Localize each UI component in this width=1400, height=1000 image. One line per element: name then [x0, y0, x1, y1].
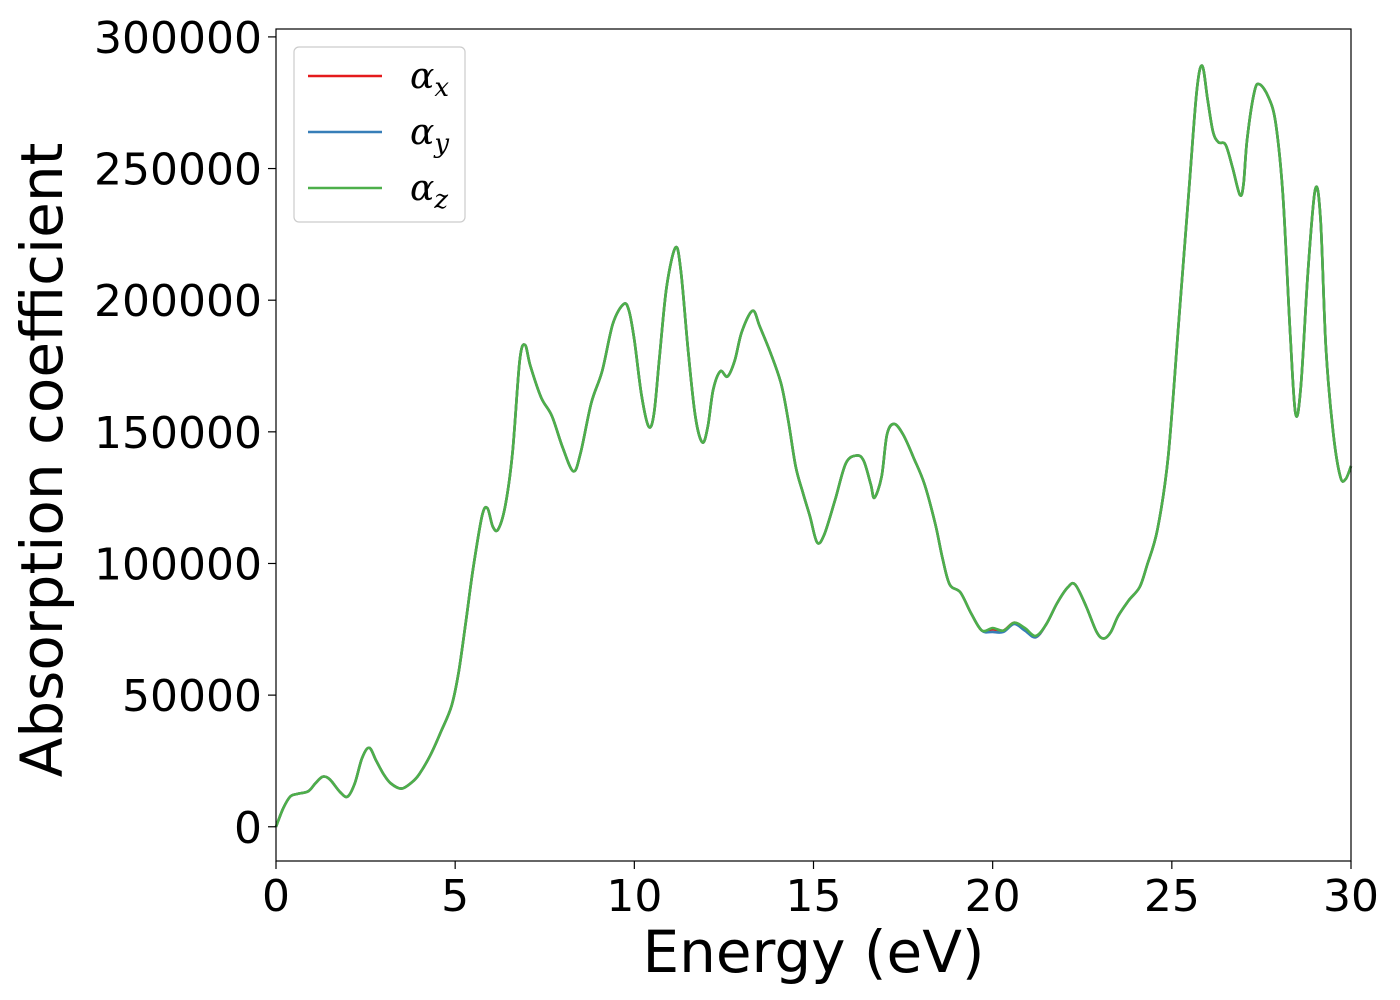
x-tick-label: 10: [606, 871, 662, 922]
y-tick-label: 200000: [94, 276, 262, 327]
y-tick-label: 150000: [94, 408, 262, 459]
legend-label-y: αy: [410, 112, 449, 159]
legend-label-x: αx: [410, 56, 449, 103]
y-tick-label: 50000: [122, 671, 262, 722]
x-tick-label: 20: [965, 871, 1021, 922]
legend-box: [293, 46, 466, 223]
x-tick-label: 0: [262, 871, 290, 922]
x-axis-ticks: 0 5 10 15 20 25 30: [262, 861, 1379, 922]
x-axis-label: Energy (eV): [642, 918, 984, 986]
y-axis-label: Absorption coefficient: [8, 143, 76, 778]
x-tick-label: 25: [1144, 871, 1200, 922]
y-tick-label: 250000: [94, 145, 262, 196]
y-axis-ticks: 0 50000 100000 150000 200000 250000 300000: [94, 13, 276, 854]
series-layer: [274, 64, 1353, 828]
series-line-z: [274, 64, 1353, 828]
y-tick-label: 0: [234, 803, 262, 854]
legend: αx αy αz: [293, 46, 466, 223]
y-tick-label: 300000: [94, 13, 262, 64]
y-tick-label: 100000: [94, 539, 262, 590]
legend-label-z: αz: [410, 168, 448, 215]
x-tick-label: 5: [441, 871, 469, 922]
x-tick-label: 30: [1323, 871, 1379, 922]
x-tick-label: 15: [786, 871, 842, 922]
